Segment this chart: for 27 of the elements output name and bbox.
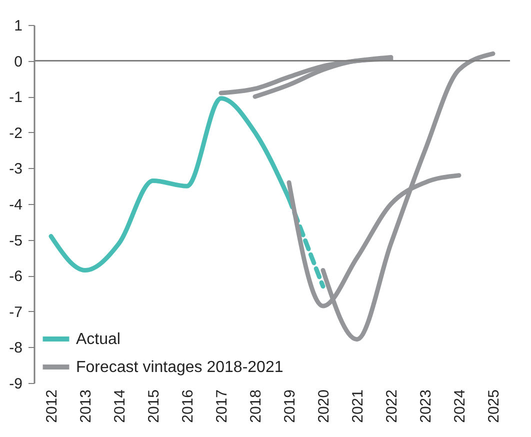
x-tick-label: 2025 [486,390,502,423]
x-tick-label: 2017 [214,390,230,423]
x-tick-label: 2018 [248,390,264,423]
x-tick-label: 2020 [316,390,332,423]
y-tick-label: -6 [9,268,22,286]
x-tick-label: 2024 [452,390,468,423]
legend-label: Actual [76,331,120,348]
y-tick-label: -5 [9,232,22,250]
x-tick-label: 2023 [418,390,434,423]
legend-label: Forecast vintages 2018-2021 [76,359,284,376]
x-tick-label: 2019 [282,390,298,423]
y-tick-label: -9 [9,376,22,392]
x-tick-label: 2014 [112,390,128,423]
y-tick-label: -1 [9,89,22,106]
y-tick-label: -8 [9,340,22,357]
x-tick-label: 2016 [180,390,196,423]
y-tick-label: -4 [9,196,22,214]
y-tick-label: -3 [9,160,22,178]
x-tick-label: 2015 [146,390,162,423]
x-tick-label: 2012 [44,390,60,423]
y-tick-label: 1 [14,18,22,34]
x-tick-label: 2021 [350,390,366,423]
x-tick-label: 2022 [384,390,400,423]
y-tick-label: -7 [9,304,22,321]
x-tick-label: 2013 [78,390,94,423]
y-tick-label: -2 [9,124,22,142]
y-tick-label: 0 [14,53,22,70]
